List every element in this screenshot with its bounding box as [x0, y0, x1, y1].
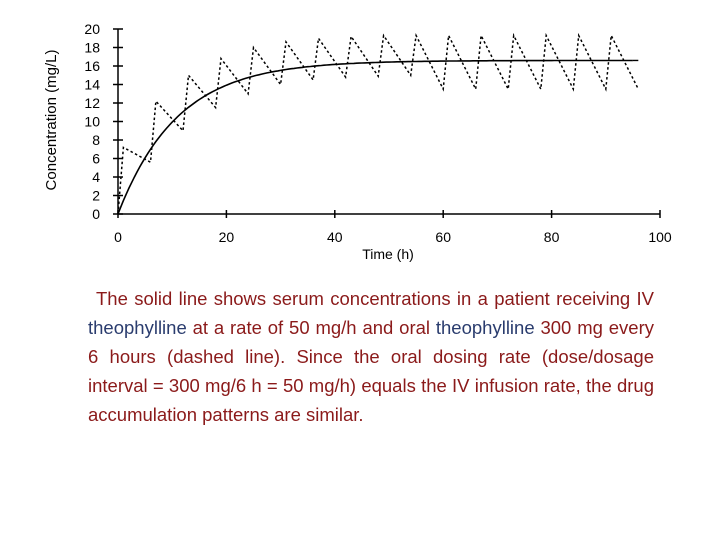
x-tick-label: 20 — [219, 229, 235, 245]
caption-text-3: 300 mg every 6 hours (dashed line). Sinc… — [88, 317, 654, 425]
y-tick-label: 20 — [84, 21, 100, 37]
x-tick-label: 100 — [648, 229, 672, 245]
x-tick-label: 60 — [435, 229, 451, 245]
x-tick-label: 80 — [544, 229, 560, 245]
chart-axes — [117, 29, 660, 215]
x-axis-label: Time (h) — [362, 246, 414, 262]
y-tick-label: 18 — [84, 40, 100, 56]
x-tick-label: 40 — [327, 229, 343, 245]
y-tick-label: 16 — [84, 58, 100, 74]
y-tick-label: 12 — [84, 95, 100, 111]
x-tick-label: 0 — [114, 229, 122, 245]
y-tick-label: 10 — [84, 114, 100, 130]
iv-infusion-line — [117, 59, 633, 215]
caption-term-1: theophylline — [88, 317, 187, 338]
caption-term-2: theophylline — [435, 317, 535, 338]
caption-text-1: The solid line shows serum concentration… — [96, 288, 654, 309]
y-tick-label: 4 — [92, 169, 100, 185]
figure-caption: The solid line shows serum concentration… — [88, 284, 654, 429]
y-tick-label: 2 — [92, 188, 100, 204]
caption-text-2: at a rate of 50 mg/h and oral — [186, 317, 436, 338]
y-axis-label: Concentration (mg/L) — [43, 50, 60, 191]
chart-series — [117, 32, 639, 215]
x-axis-ticks: 0 20 40 60 80 100 — [114, 210, 672, 245]
y-tick-label: 14 — [84, 77, 100, 93]
y-tick-label: 8 — [92, 132, 100, 148]
y-tick-label: 6 — [92, 151, 100, 167]
y-tick-label: 0 — [92, 206, 100, 222]
oral-dosing-line — [117, 32, 639, 215]
y-axis-ticks: 0 2 4 6 8 10 12 14 16 18 20 — [84, 21, 123, 222]
